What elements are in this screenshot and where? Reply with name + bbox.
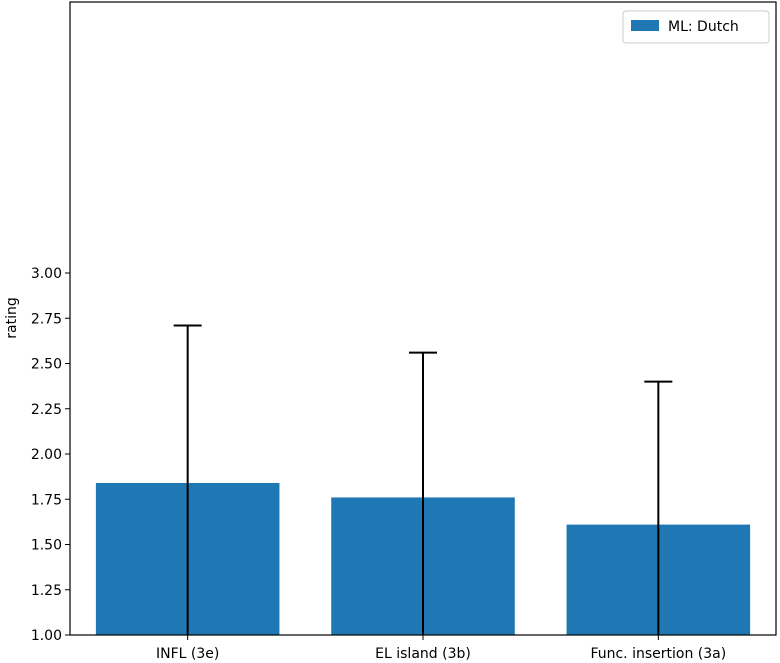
legend: ML: Dutch bbox=[622, 10, 770, 44]
x-tick-label: EL island (3b) bbox=[375, 646, 471, 662]
x-axis: INFL (3e) EL island (3b) Func. insertion (… bbox=[156, 635, 726, 662]
legend-label: ML: Dutch bbox=[668, 19, 739, 35]
y-tick-label: 1.25 bbox=[31, 583, 62, 599]
y-axis: 1.00 1.25 1.50 1.75 2.00 2.25 2.50 2.75 3.00 bbox=[31, 266, 70, 644]
y-axis-label: rating bbox=[4, 297, 20, 338]
y-tick-label: 2.75 bbox=[31, 311, 62, 327]
error-bars-layer bbox=[173, 324, 673, 635]
y-tick-label: 2.50 bbox=[31, 357, 62, 373]
x-tick-label: Func. insertion (3a) bbox=[590, 646, 726, 662]
x-tick-label: INFL (3e) bbox=[156, 646, 219, 662]
y-tick-label: 1.50 bbox=[31, 538, 62, 554]
legend-swatch bbox=[631, 20, 659, 31]
legend-box bbox=[622, 10, 770, 44]
y-tick-label: 2.00 bbox=[31, 447, 62, 463]
y-tick-label: 2.25 bbox=[31, 402, 62, 418]
y-tick-label: 3.00 bbox=[31, 266, 62, 282]
y-tick-label: 1.00 bbox=[31, 628, 62, 644]
y-tick-label: 1.75 bbox=[31, 492, 62, 508]
